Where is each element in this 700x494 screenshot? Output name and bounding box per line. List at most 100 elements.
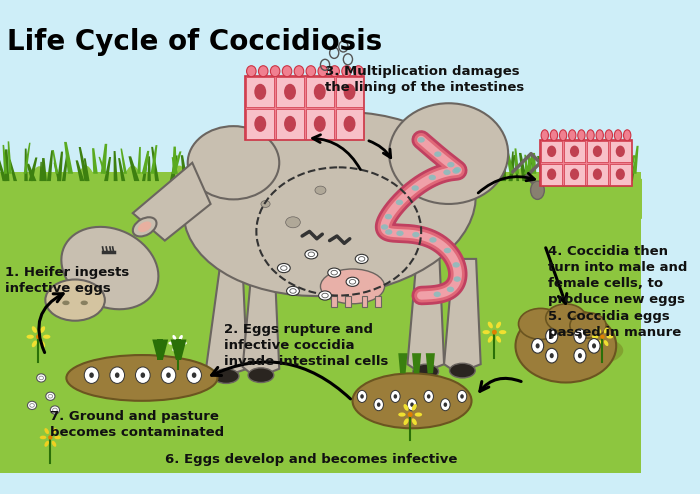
Polygon shape: [64, 142, 73, 174]
Ellipse shape: [188, 126, 279, 200]
Polygon shape: [540, 162, 547, 181]
Ellipse shape: [550, 353, 554, 358]
Ellipse shape: [50, 406, 60, 414]
Bar: [610, 164, 631, 185]
Bar: [246, 109, 274, 139]
Ellipse shape: [306, 66, 316, 77]
Ellipse shape: [80, 300, 88, 305]
Polygon shape: [547, 164, 554, 181]
Ellipse shape: [412, 418, 417, 425]
Polygon shape: [492, 149, 501, 181]
Ellipse shape: [178, 335, 183, 340]
Bar: [610, 141, 631, 162]
Ellipse shape: [499, 330, 506, 334]
Polygon shape: [418, 162, 429, 181]
Polygon shape: [426, 353, 435, 373]
Polygon shape: [4, 149, 9, 181]
Ellipse shape: [277, 263, 290, 273]
Ellipse shape: [578, 353, 582, 358]
Ellipse shape: [546, 304, 586, 332]
Ellipse shape: [385, 229, 393, 235]
Ellipse shape: [596, 130, 603, 141]
Polygon shape: [176, 339, 181, 360]
Ellipse shape: [588, 338, 600, 353]
Ellipse shape: [578, 130, 585, 141]
Polygon shape: [384, 160, 391, 181]
Ellipse shape: [168, 341, 174, 345]
Ellipse shape: [393, 394, 397, 399]
Ellipse shape: [547, 146, 556, 157]
Polygon shape: [501, 162, 506, 181]
Polygon shape: [206, 268, 247, 378]
Ellipse shape: [482, 330, 490, 334]
Polygon shape: [84, 158, 90, 181]
Ellipse shape: [570, 146, 579, 157]
Ellipse shape: [282, 66, 292, 77]
Ellipse shape: [178, 346, 183, 351]
Polygon shape: [190, 160, 199, 181]
Ellipse shape: [601, 334, 605, 339]
Polygon shape: [9, 160, 17, 181]
Ellipse shape: [429, 237, 437, 243]
Ellipse shape: [187, 367, 202, 383]
Polygon shape: [52, 150, 59, 174]
Polygon shape: [0, 157, 6, 181]
Polygon shape: [528, 155, 533, 174]
Polygon shape: [626, 155, 636, 174]
Ellipse shape: [192, 372, 197, 378]
Polygon shape: [505, 145, 514, 174]
Polygon shape: [604, 139, 611, 174]
Ellipse shape: [596, 328, 601, 333]
Polygon shape: [8, 141, 12, 174]
Ellipse shape: [138, 221, 151, 232]
Polygon shape: [24, 143, 31, 174]
Ellipse shape: [43, 334, 50, 339]
Polygon shape: [216, 144, 222, 174]
Ellipse shape: [488, 322, 493, 329]
Ellipse shape: [417, 137, 425, 143]
Ellipse shape: [48, 435, 52, 440]
Ellipse shape: [66, 355, 218, 401]
Ellipse shape: [342, 66, 351, 77]
Bar: [345, 295, 351, 306]
Bar: [564, 141, 585, 162]
Ellipse shape: [447, 287, 454, 292]
Ellipse shape: [413, 364, 439, 379]
Ellipse shape: [161, 367, 176, 383]
Ellipse shape: [412, 232, 419, 238]
Polygon shape: [324, 163, 330, 181]
Polygon shape: [382, 151, 389, 181]
Ellipse shape: [570, 313, 606, 338]
Polygon shape: [137, 147, 141, 174]
Polygon shape: [600, 156, 609, 181]
Polygon shape: [594, 158, 599, 181]
Polygon shape: [39, 162, 42, 181]
Ellipse shape: [315, 186, 326, 194]
Polygon shape: [92, 148, 98, 174]
Polygon shape: [612, 153, 620, 174]
Polygon shape: [524, 155, 534, 174]
Bar: [564, 164, 585, 185]
Polygon shape: [624, 160, 631, 181]
Ellipse shape: [559, 130, 567, 141]
Bar: [541, 164, 562, 185]
Ellipse shape: [517, 332, 623, 369]
Text: 5. Coccidia eggs
passed in manure: 5. Coccidia eggs passed in manure: [547, 310, 681, 339]
Ellipse shape: [84, 367, 99, 383]
Ellipse shape: [496, 336, 501, 343]
Ellipse shape: [414, 412, 422, 416]
Polygon shape: [608, 148, 615, 174]
Ellipse shape: [460, 394, 464, 399]
Ellipse shape: [52, 441, 56, 447]
Ellipse shape: [604, 328, 608, 333]
Polygon shape: [133, 163, 211, 241]
Polygon shape: [78, 147, 88, 181]
Bar: [587, 164, 608, 185]
Polygon shape: [237, 156, 244, 181]
Polygon shape: [412, 353, 421, 373]
Bar: [331, 295, 337, 306]
Ellipse shape: [428, 175, 436, 180]
Ellipse shape: [246, 66, 256, 77]
Polygon shape: [630, 163, 636, 181]
Ellipse shape: [407, 412, 413, 417]
